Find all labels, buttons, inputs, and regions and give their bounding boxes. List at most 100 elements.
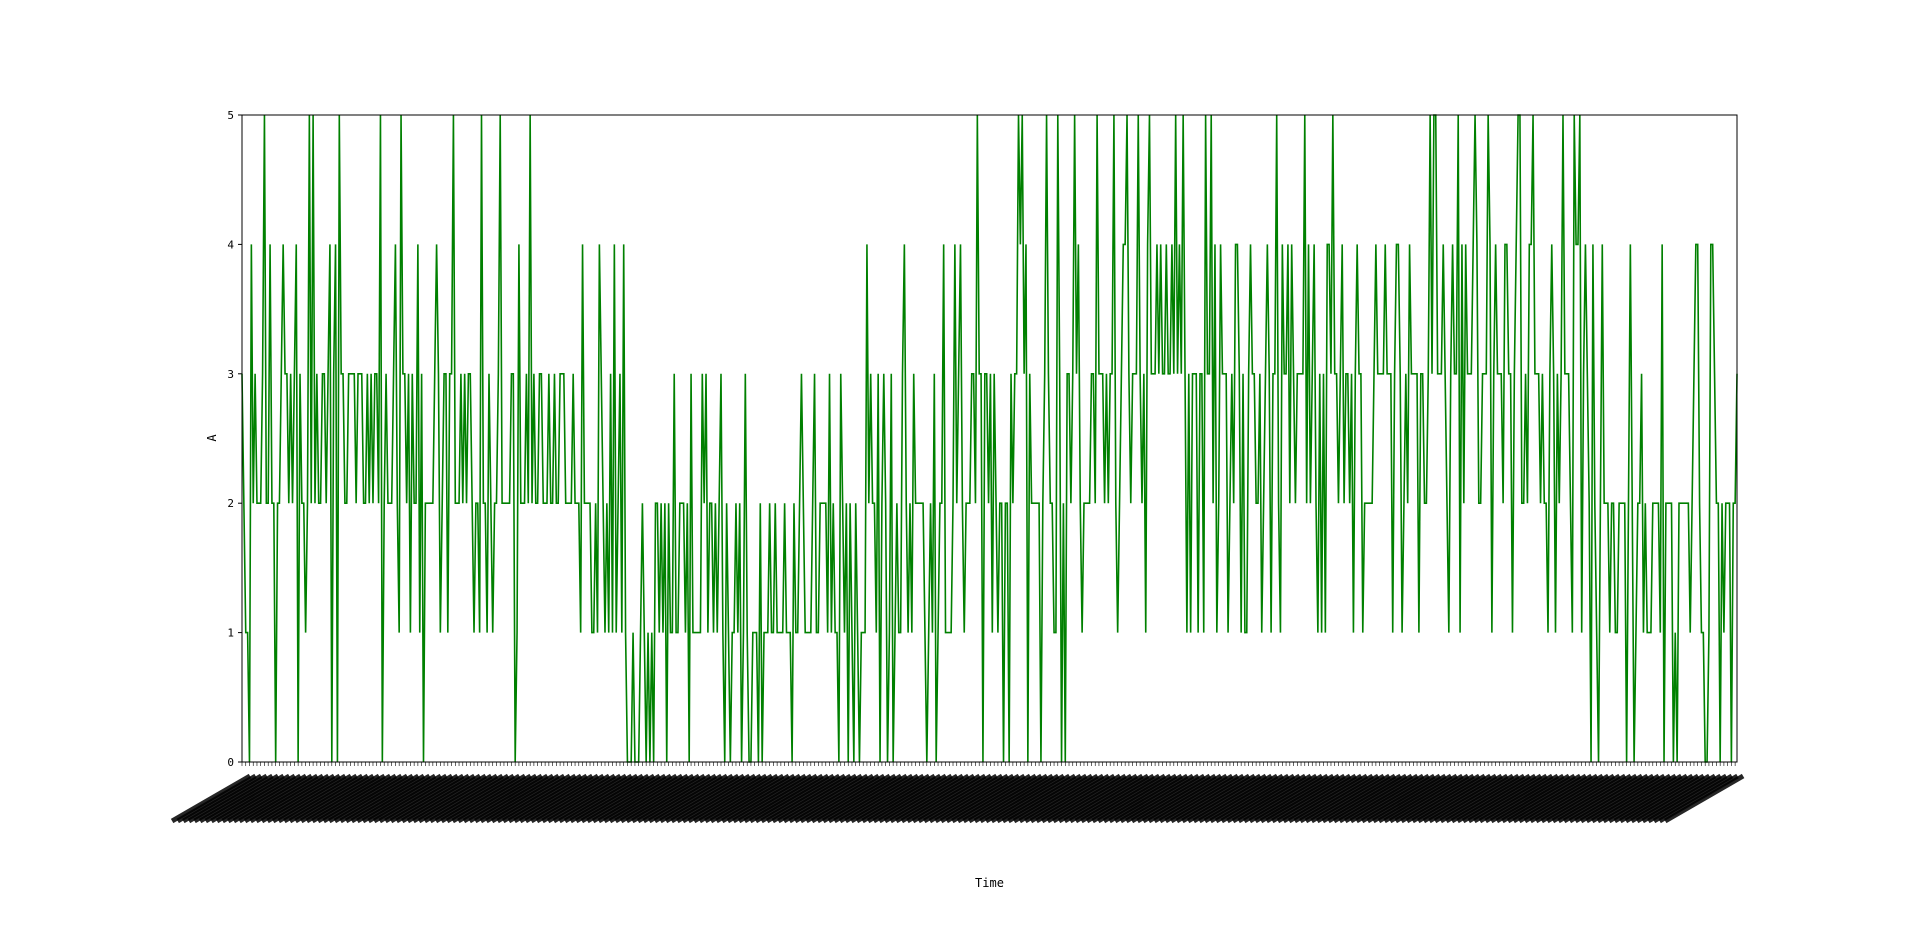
x-tick-label xyxy=(962,773,1043,824)
x-tick-label xyxy=(1456,773,1537,824)
x-tick-label xyxy=(361,773,443,824)
x-tick-label xyxy=(771,773,852,824)
x-tick-label xyxy=(569,773,650,824)
x-tick-label xyxy=(911,773,993,824)
x-tick-label xyxy=(1635,773,1717,824)
x-tick-label xyxy=(1192,773,1273,824)
x-tick-label xyxy=(249,773,330,824)
x-tick-label xyxy=(687,773,768,824)
x-tick-label xyxy=(805,773,886,824)
x-tick-label xyxy=(193,773,274,824)
x-tick-label xyxy=(1332,773,1414,824)
x-tick-label xyxy=(1383,773,1464,824)
x-tick-label xyxy=(1450,773,1532,824)
x-tick-label xyxy=(1529,773,1610,824)
x-tick-label xyxy=(1085,773,1167,824)
x-tick-label xyxy=(305,773,386,824)
x-tick-label xyxy=(1315,773,1397,824)
x-tick-label xyxy=(1461,773,1543,824)
x-tick-label xyxy=(182,773,263,824)
x-tick-label xyxy=(255,773,336,824)
x-tick-label xyxy=(1018,773,1099,824)
x-tick-label xyxy=(866,773,948,824)
x-tick-label xyxy=(260,773,342,824)
x-tick-label xyxy=(451,773,532,824)
x-tick-label xyxy=(1119,773,1200,824)
x-tick-label xyxy=(1445,773,1526,824)
x-tick-label xyxy=(496,773,577,824)
x-tick-label xyxy=(833,773,914,824)
x-tick-label xyxy=(619,773,701,824)
x-tick-label xyxy=(1299,773,1380,824)
x-tick-label xyxy=(1663,773,1745,824)
x-tick-label xyxy=(1647,773,1728,824)
x-tick-label xyxy=(440,773,521,824)
x-tick-label xyxy=(737,773,819,824)
x-tick-label xyxy=(1310,773,1391,824)
x-tick-label xyxy=(1428,773,1509,824)
x-tick-label xyxy=(356,773,437,824)
x-tick-label xyxy=(367,773,448,824)
x-tick-label xyxy=(530,773,611,824)
x-tick-label xyxy=(1265,773,1346,824)
x-tick-label xyxy=(1175,773,1257,824)
x-tick-label xyxy=(445,773,527,824)
x-tick-label xyxy=(945,773,1026,824)
x-tick-label xyxy=(485,773,566,824)
y-tick-label: 1 xyxy=(227,627,234,640)
x-tick-label xyxy=(204,773,285,824)
x-tick-label xyxy=(552,773,633,824)
x-tick-label xyxy=(1478,773,1560,824)
x-tick-label xyxy=(928,773,1010,824)
x-tick-label xyxy=(1658,773,1739,824)
x-tick-label xyxy=(535,773,617,824)
x-tick-label xyxy=(1203,773,1285,824)
x-tick-label xyxy=(1136,773,1217,824)
x-tick-label xyxy=(1052,773,1133,824)
x-tick-label xyxy=(1433,773,1515,824)
y-tick-label: 2 xyxy=(227,497,234,510)
x-tick-label xyxy=(350,773,431,824)
x-tick-label xyxy=(1153,773,1234,824)
x-tick-label xyxy=(894,773,976,824)
x-tick-label xyxy=(984,773,1066,824)
x-tick-label xyxy=(614,773,695,824)
x-tick-label xyxy=(1405,773,1487,824)
x-tick-label xyxy=(850,773,931,824)
x-tick-label xyxy=(1068,773,1150,824)
x-tick-label xyxy=(681,773,763,824)
x-tick-label xyxy=(698,773,779,824)
x-tick-label xyxy=(1585,773,1666,824)
x-tick-label xyxy=(1467,773,1548,824)
x-tick-label xyxy=(608,773,690,824)
x-tick-label xyxy=(1557,773,1638,824)
x-tick-label xyxy=(906,773,987,824)
x-tick-label xyxy=(423,773,504,824)
x-tick-label xyxy=(1568,773,1649,824)
x-tick-label xyxy=(883,773,965,824)
x-tick-labels xyxy=(170,773,1745,824)
x-tick-label xyxy=(1198,773,1279,824)
x-tick-label xyxy=(861,773,942,824)
x-tick-label xyxy=(215,773,297,824)
x-tick-label xyxy=(636,773,718,824)
x-tick-label xyxy=(294,773,375,824)
x-tick-label xyxy=(1130,773,1212,824)
y-ticks: 0 1 2 3 4 5 xyxy=(227,109,242,769)
x-tick-label xyxy=(1040,773,1122,824)
x-tick-label xyxy=(490,773,572,824)
y-tick-label: 5 xyxy=(227,109,234,122)
x-tick-label xyxy=(704,773,785,824)
x-tick-label xyxy=(765,773,847,824)
x-tick-label xyxy=(1074,773,1155,824)
x-tick-label xyxy=(1282,773,1363,824)
x-tick-label xyxy=(389,773,471,824)
x-tick-label xyxy=(283,773,364,824)
x-tick-label xyxy=(238,773,319,824)
x-tick-label xyxy=(1619,773,1700,824)
x-tick-label xyxy=(501,773,583,824)
x-tick-label xyxy=(951,773,1032,824)
x-tick-label xyxy=(1141,773,1223,824)
x-tick-label xyxy=(518,773,600,824)
x-tick-label xyxy=(1355,773,1436,824)
